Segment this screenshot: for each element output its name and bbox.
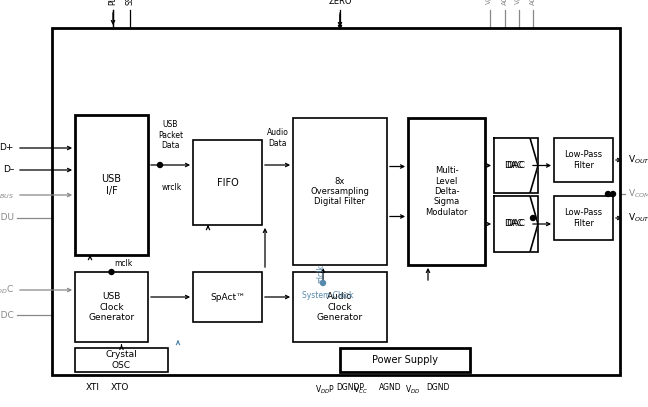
Circle shape	[321, 280, 325, 285]
Text: Audio
Clock
Generator: Audio Clock Generator	[317, 292, 363, 322]
Text: DGND: DGND	[426, 383, 450, 392]
Text: wrclk: wrclk	[162, 183, 182, 192]
Text: V$_{BUS}$: V$_{BUS}$	[0, 189, 14, 201]
Text: Crystal
OSC: Crystal OSC	[106, 350, 137, 370]
Text: rdclk: rdclk	[316, 264, 325, 283]
Text: DAC: DAC	[507, 161, 526, 170]
Bar	[554, 196, 613, 240]
Bar	[494, 196, 538, 252]
Text: Audio
Data: Audio Data	[266, 128, 288, 148]
Text: DAC: DAC	[505, 219, 524, 228]
Bar	[554, 138, 613, 182]
Text: USB
I/F: USB I/F	[102, 174, 122, 196]
Text: Power Supply: Power Supply	[372, 355, 438, 365]
Bar	[293, 118, 387, 265]
Text: D+: D+	[0, 144, 14, 153]
Text: Multi-
Level
Delta-
Sigma
Modulator: Multi- Level Delta- Sigma Modulator	[425, 166, 468, 217]
Circle shape	[531, 215, 535, 221]
Circle shape	[157, 162, 163, 168]
Text: ZERO: ZERO	[329, 0, 352, 6]
Text: System Clock: System Clock	[302, 291, 354, 300]
Text: DGNDU: DGNDU	[0, 214, 14, 223]
Text: V$_{CC}$R: V$_{CC}$R	[514, 0, 524, 5]
Text: DAC: DAC	[505, 161, 524, 170]
Text: XTI: XTI	[86, 383, 100, 392]
Text: DGNDC: DGNDC	[0, 311, 14, 319]
Text: V$_{DD}$: V$_{DD}$	[406, 383, 421, 396]
Polygon shape	[494, 196, 538, 252]
Bar	[193, 272, 262, 322]
Text: XTO: XTO	[111, 383, 129, 392]
Bar	[193, 140, 262, 225]
Text: DAC: DAC	[507, 219, 526, 228]
Polygon shape	[494, 138, 538, 193]
Text: Low-Pass
Filter: Low-Pass Filter	[564, 208, 603, 228]
Text: SSPND: SSPND	[126, 0, 135, 5]
Bar	[494, 138, 538, 193]
Bar	[75, 272, 148, 342]
Bar	[293, 272, 387, 342]
Text: FIFO: FIFO	[216, 177, 238, 188]
Text: mclk: mclk	[115, 259, 133, 268]
Bar	[52, 28, 620, 375]
Text: DGNDP: DGNDP	[336, 383, 364, 392]
Circle shape	[109, 269, 114, 274]
Text: V$_{DD}$P: V$_{DD}$P	[315, 383, 335, 396]
Bar	[75, 348, 168, 372]
Text: V$_{OUT}$R: V$_{OUT}$R	[628, 212, 648, 224]
Text: USB
Packet
Data: USB Packet Data	[158, 120, 183, 150]
Bar	[408, 118, 485, 265]
Text: V$_{OUT}$L: V$_{OUT}$L	[628, 154, 648, 166]
Text: AGND: AGND	[378, 383, 401, 392]
Text: SpAct™: SpAct™	[210, 293, 245, 302]
Text: D–: D–	[3, 166, 14, 175]
Text: PLYBCK: PLYBCK	[108, 0, 117, 5]
Bar	[75, 115, 148, 255]
Text: AGNDL: AGNDL	[502, 0, 508, 5]
Text: V$_{COM}$: V$_{COM}$	[628, 188, 648, 200]
Circle shape	[605, 192, 610, 197]
Text: USB
Clock
Generator: USB Clock Generator	[88, 292, 135, 322]
Bar	[340, 348, 470, 372]
Circle shape	[610, 192, 616, 197]
Text: V$_{CC}$: V$_{CC}$	[353, 383, 367, 396]
Text: Low-Pass
Filter: Low-Pass Filter	[564, 150, 603, 170]
Text: V$_{DD}$C: V$_{DD}$C	[0, 284, 14, 296]
Text: AGNDR: AGNDR	[530, 0, 536, 5]
Text: 8x
Oversampling
Digital Filter: 8x Oversampling Digital Filter	[310, 177, 369, 206]
Text: V$_{CC}$L: V$_{CC}$L	[485, 0, 495, 5]
